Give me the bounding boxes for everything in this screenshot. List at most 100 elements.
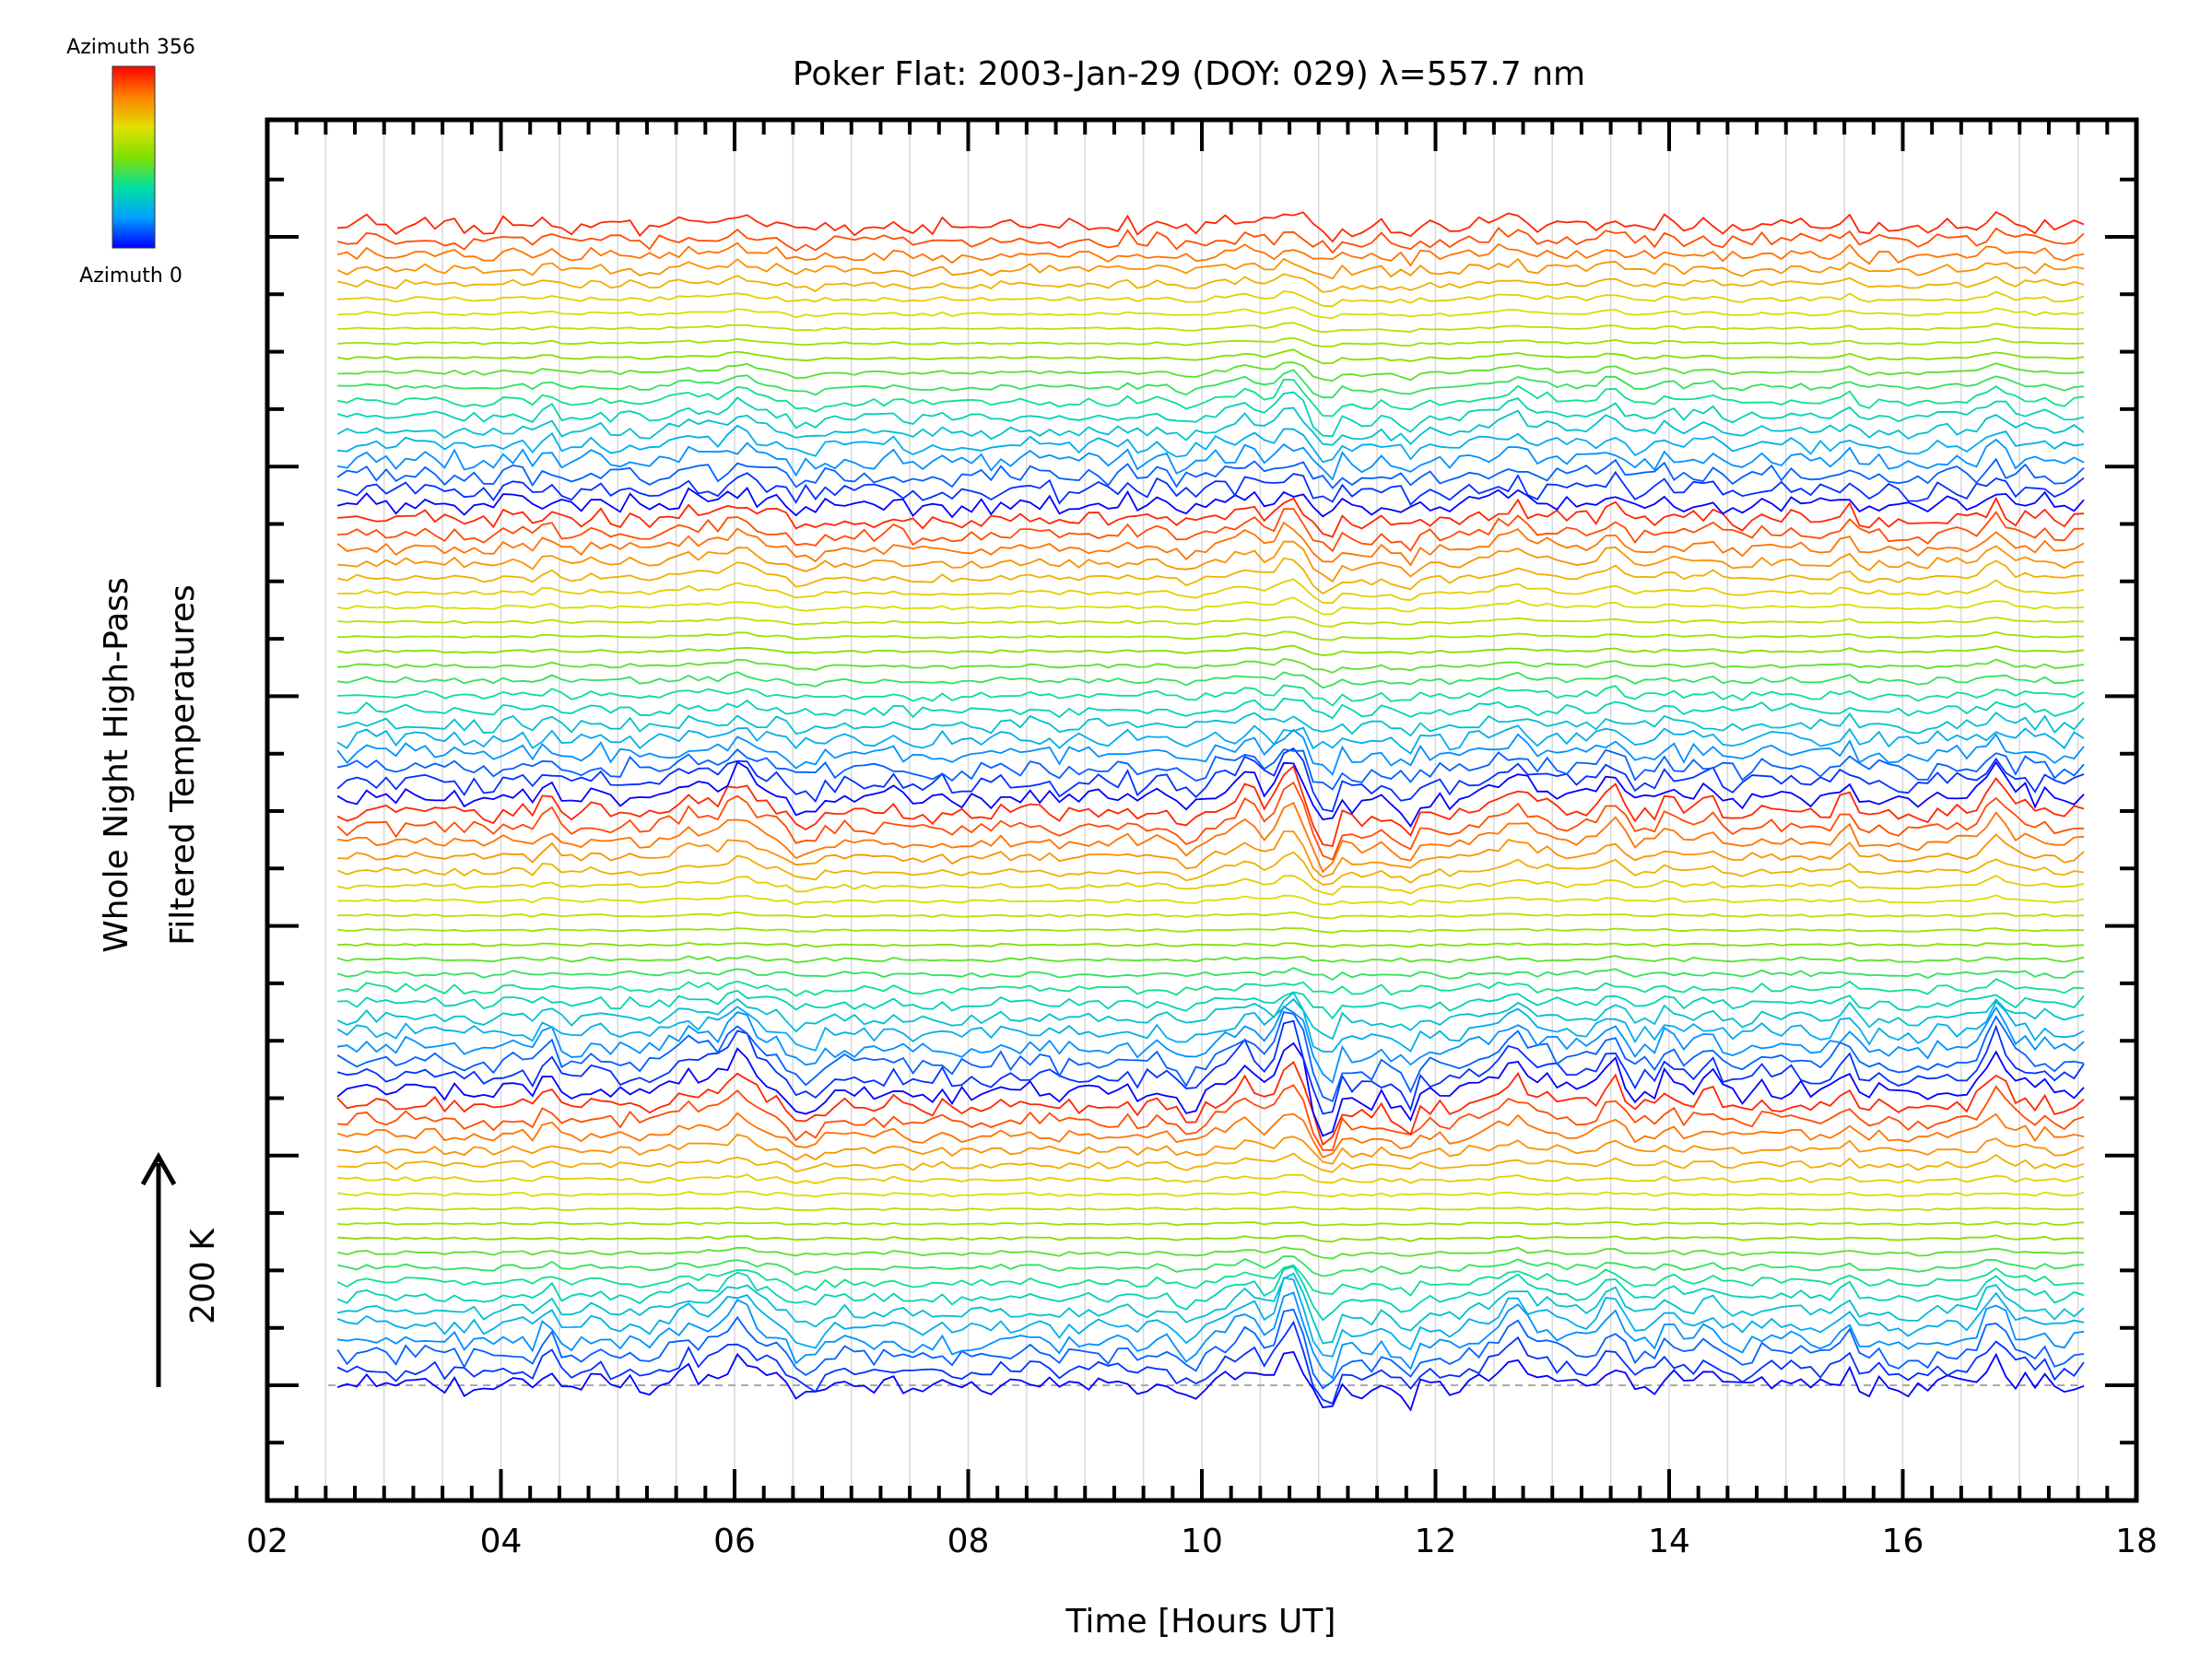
series-line: [336, 1041, 2085, 1137]
series-line: [337, 894, 2085, 906]
x-tick-label: 16: [1882, 1523, 1924, 1560]
x-tick-label: 12: [1415, 1523, 1457, 1560]
series-line: [337, 941, 2085, 948]
colorbar-bottom-label: Azimuth 0: [79, 265, 182, 288]
series-line: [336, 557, 2085, 595]
series-line: [336, 1190, 2085, 1198]
series-line: [336, 926, 2085, 934]
series-line: [337, 830, 2085, 878]
series-line: [337, 210, 2085, 243]
series-line: [336, 1350, 2085, 1412]
x-tick-label: 04: [480, 1523, 523, 1560]
series-line: [337, 630, 2085, 641]
series-line: [337, 336, 2085, 347]
series-line: [336, 967, 2085, 982]
series-line: [336, 697, 2085, 720]
grid: [324, 120, 2079, 1500]
series-line: [337, 369, 2085, 399]
series-line: [337, 322, 2085, 334]
series-line: [337, 684, 2085, 707]
series-line: [336, 991, 2085, 1041]
series-line: [337, 911, 2085, 920]
series-line: [336, 378, 2085, 418]
series-line: [337, 508, 2085, 553]
series-line: [336, 1246, 2085, 1260]
series-line: [336, 470, 2085, 506]
series-line: [337, 989, 2085, 1020]
series-line: [337, 1220, 2085, 1227]
series-line: [336, 747, 2085, 813]
series-line: [337, 1234, 2085, 1243]
series-line: [336, 406, 2085, 446]
series-line: [336, 273, 2085, 293]
series-line: [336, 1277, 2085, 1358]
series-line: [336, 348, 2085, 365]
series-line: [337, 1133, 2085, 1165]
x-axis-label: Time [Hours UT]: [1065, 1603, 1336, 1641]
series-line: [336, 521, 2085, 567]
series-line: [336, 801, 2085, 874]
series-line: [337, 1206, 2085, 1212]
series-line: [336, 781, 2085, 861]
series-line: [336, 764, 2085, 848]
series-line: [336, 671, 2085, 689]
series-line: [336, 955, 2085, 964]
series-line: [337, 289, 2085, 308]
series-line: [336, 457, 2085, 489]
series-line: [336, 227, 2085, 254]
series-line: [336, 644, 2085, 656]
x-tick-label: 06: [713, 1523, 756, 1560]
series-line: [336, 1255, 2085, 1277]
series-line: [336, 241, 2085, 267]
series-line: [336, 711, 2085, 737]
series-line: [336, 1112, 2085, 1159]
x-tick-label: 08: [947, 1523, 990, 1560]
series-line: [337, 616, 2085, 628]
series-line: [337, 306, 2085, 320]
series-line: [337, 1173, 2085, 1184]
series-line: [336, 748, 2085, 791]
series-line: [337, 361, 2085, 382]
series-group: [336, 210, 2085, 1412]
series-line: [336, 760, 2085, 829]
series-line: [336, 978, 2085, 997]
x-tick-labels: 02 04 06 08 10 12 14 16 18: [246, 1523, 2158, 1560]
y-axis-label-line1: Whole Night High-Pass: [98, 577, 135, 953]
series-line: [336, 1272, 2085, 1345]
series-line: [336, 1019, 2085, 1115]
colorbar-top-label: Azimuth 356: [66, 36, 195, 59]
x-tick-label: 02: [246, 1523, 288, 1560]
series-line: [336, 486, 2085, 519]
series-line: [336, 874, 2085, 896]
axis-ticks: [265, 120, 2138, 1500]
series-line: [336, 1005, 2085, 1085]
series-line: [336, 724, 2085, 755]
series-line: [336, 1320, 2085, 1406]
series-line: [337, 657, 2085, 674]
scale-label: 200 K: [184, 1228, 222, 1324]
series-line: [336, 1291, 2085, 1380]
series-line: [336, 257, 2085, 280]
series-line: [336, 1060, 2085, 1147]
y-axis-label-line2: Filtered Temperatures: [164, 584, 202, 946]
x-tick-label: 18: [2115, 1523, 2158, 1560]
series-line: [336, 1264, 2084, 1297]
series-line: [336, 1011, 2085, 1103]
series-line: [336, 1308, 2085, 1390]
series-line: [337, 540, 2085, 583]
series-line: [336, 391, 2085, 438]
x-tick-label: 10: [1181, 1523, 1223, 1560]
series-line: [336, 851, 2085, 886]
series-line: [336, 438, 2085, 481]
series-line: [337, 496, 2085, 538]
scale-arrow: [140, 1151, 177, 1387]
series-line: [337, 424, 2085, 464]
chart-title: Poker Flat: 2003-Jan-29 (DOY: 029) λ=557…: [793, 55, 1585, 93]
series-line: [337, 1084, 2085, 1151]
x-tick-label: 14: [1648, 1523, 1690, 1560]
series-line: [337, 578, 2085, 605]
series-line: [336, 1265, 2085, 1322]
series-line: [336, 997, 2085, 1053]
series-line: [337, 1152, 2085, 1173]
